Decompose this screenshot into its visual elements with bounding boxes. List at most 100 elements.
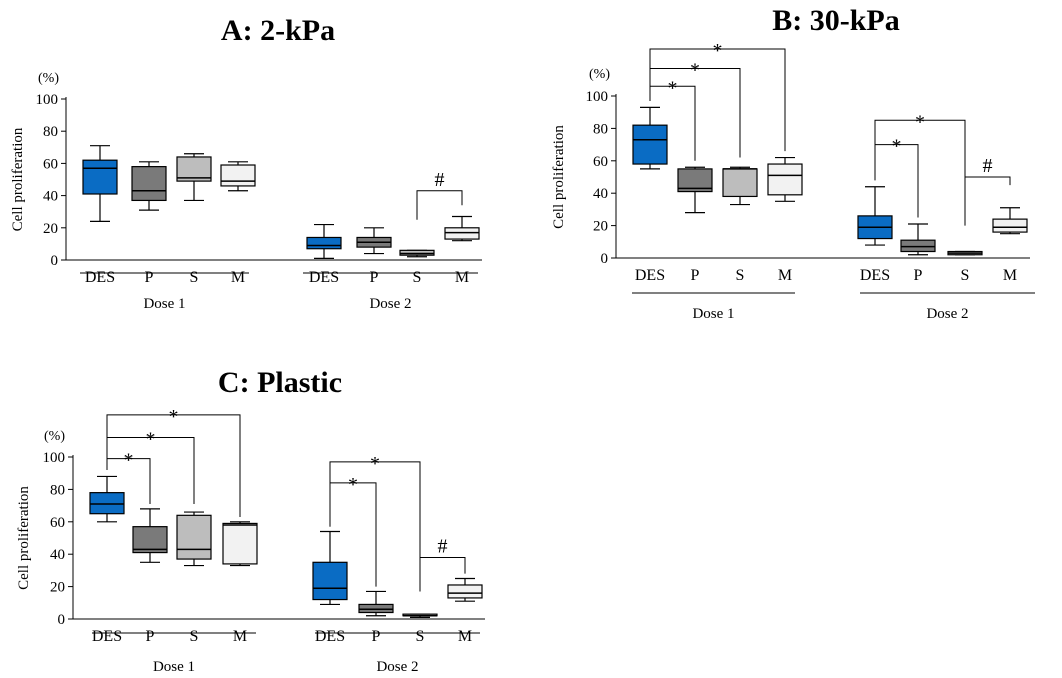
y-axis-label: Cell proliferation [551,125,567,229]
chart-title: B: 30-kPa [772,4,900,37]
bracket-line [964,176,1011,226]
y-axis-label: Cell proliferation [16,486,32,590]
box-p-1 [677,166,713,214]
category-label: P [370,269,379,286]
significance-star: * [713,40,723,62]
box-des-2 [857,186,893,246]
box-iqr [132,526,168,554]
box-s-1 [176,511,212,567]
significance-star: * [668,77,678,99]
category-label: M [231,269,245,286]
group-label: Dose 1 [153,659,195,675]
box-p-2 [356,227,392,255]
category-label: DES [635,267,665,284]
significance-star: * [370,453,380,475]
box-iqr [447,584,483,599]
category-label: S [961,267,970,284]
significance-star: * [169,406,179,428]
y-tick-label: 60 [50,515,65,531]
significance-star: * [915,111,925,133]
significance-hash: # [983,155,993,177]
y-unit-label: (%) [44,429,65,444]
significance-bracket: * [874,111,966,223]
y-tick-label: 0 [58,612,66,628]
y-tick-label: 40 [593,186,608,202]
category-label: S [736,267,745,284]
box-m-2 [444,215,480,242]
bracket-line [416,190,463,220]
chart-title: C: Plastic [218,366,342,399]
box-m-1 [220,161,256,192]
box-m-1 [767,156,803,202]
category-label: P [146,628,155,645]
significance-hash: # [438,535,448,557]
box-m-2 [992,207,1028,235]
y-tick-label: 80 [593,121,608,137]
significance-star: * [146,429,156,451]
chart-title: A: 2-kPa [221,14,335,47]
box-des-2 [312,530,348,606]
category-label: M [1003,267,1017,284]
group-label: Dose 2 [926,306,968,322]
significance-bracket: * [874,136,919,218]
box-s-2 [402,613,438,618]
category-label: DES [85,269,115,286]
bracket-line [419,556,466,592]
category-label: S [416,628,425,645]
box-des-1 [82,145,118,222]
category-label: P [145,269,154,286]
box-iqr [131,166,167,202]
box-s-2 [399,249,435,258]
box-p-2 [900,223,936,256]
y-tick-label: 60 [593,154,608,170]
box-iqr [992,218,1028,233]
significance-bracket: * [649,40,786,152]
category-label: P [372,628,381,645]
y-tick-label: 80 [50,482,65,498]
box-p-1 [132,508,168,563]
box-iqr [722,168,758,198]
box-s-1 [722,166,758,206]
box-iqr [306,236,342,250]
chart-panel-a: A: 2-kPa (%) Cell proliferation 0 20 40 60 80 10… [10,14,482,312]
box-des-2 [306,223,342,259]
y-tick-label: 0 [51,253,59,269]
y-tick-label: 100 [43,450,66,466]
chart-panel-c: C: Plastic (%) Cell proliferation 0 20 40 60 80… [16,366,485,675]
significance-hash: # [435,169,445,191]
y-unit-label: (%) [38,71,59,86]
y-tick-label: 60 [43,156,58,172]
significance-bracket: * [329,453,421,592]
box-s-1 [176,153,212,202]
group-label: Dose 1 [692,306,734,322]
box-iqr [900,239,936,253]
y-tick-label: 100 [586,89,609,105]
bracket-line [106,414,241,517]
group-label: Dose 2 [369,296,411,312]
category-label: S [190,269,199,286]
box-iqr [677,168,713,193]
category-label: DES [92,628,122,645]
category-label: M [455,269,469,286]
significance-bracket: * [106,406,241,517]
box-iqr [358,603,394,614]
bracket-line [649,48,786,152]
box-p-1 [131,161,167,211]
box-iqr [632,124,668,165]
category-label: S [413,269,422,286]
category-label: DES [309,269,339,286]
box-iqr [176,156,212,182]
y-unit-label: (%) [589,67,610,82]
y-tick-label: 20 [43,221,58,237]
y-tick-label: 20 [50,580,65,596]
y-axis-label: Cell proliferation [10,127,26,231]
category-label: P [691,267,700,284]
category-label: S [190,628,199,645]
group-label: Dose 1 [143,296,185,312]
box-iqr [222,522,258,565]
category-label: DES [860,267,890,284]
significance-star: * [124,450,134,472]
box-iqr [220,164,256,187]
significance-star: * [892,136,902,158]
